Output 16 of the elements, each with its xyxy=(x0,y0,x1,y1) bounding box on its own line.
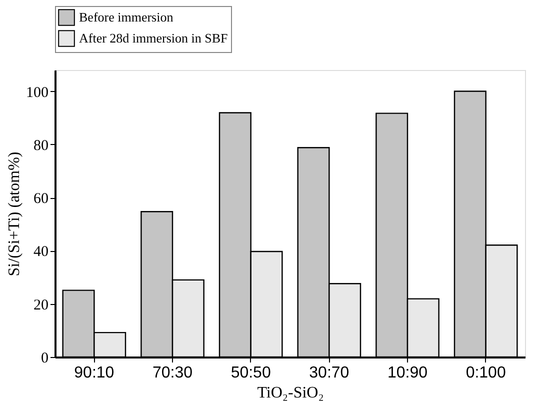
legend-label: After 28d immersion in SBF xyxy=(79,30,228,46)
y-axis-title: Si/(Si+Ti) (atom%) xyxy=(6,152,23,276)
y-tick-label: 40 xyxy=(34,244,48,260)
y-tick-label: 20 xyxy=(34,297,48,314)
x-tick-label: 0:100 xyxy=(466,364,506,382)
y-tick-label: 60 xyxy=(34,191,48,208)
x-tick-label: 70:30 xyxy=(152,364,193,382)
x-tick-label: 10:90 xyxy=(387,364,428,382)
x-tick-label: 50:50 xyxy=(230,364,271,382)
y-tick-label: 0 xyxy=(41,350,48,366)
y-tick-label: 100 xyxy=(26,84,48,101)
x-tick-label: 30:70 xyxy=(309,364,350,382)
y-tick-label: 80 xyxy=(34,138,48,154)
x-axis-title: TiO₂-SiO₂ xyxy=(257,384,324,402)
legend-label: Before immersion xyxy=(79,10,174,24)
x-tick-label: 90:10 xyxy=(74,364,114,382)
